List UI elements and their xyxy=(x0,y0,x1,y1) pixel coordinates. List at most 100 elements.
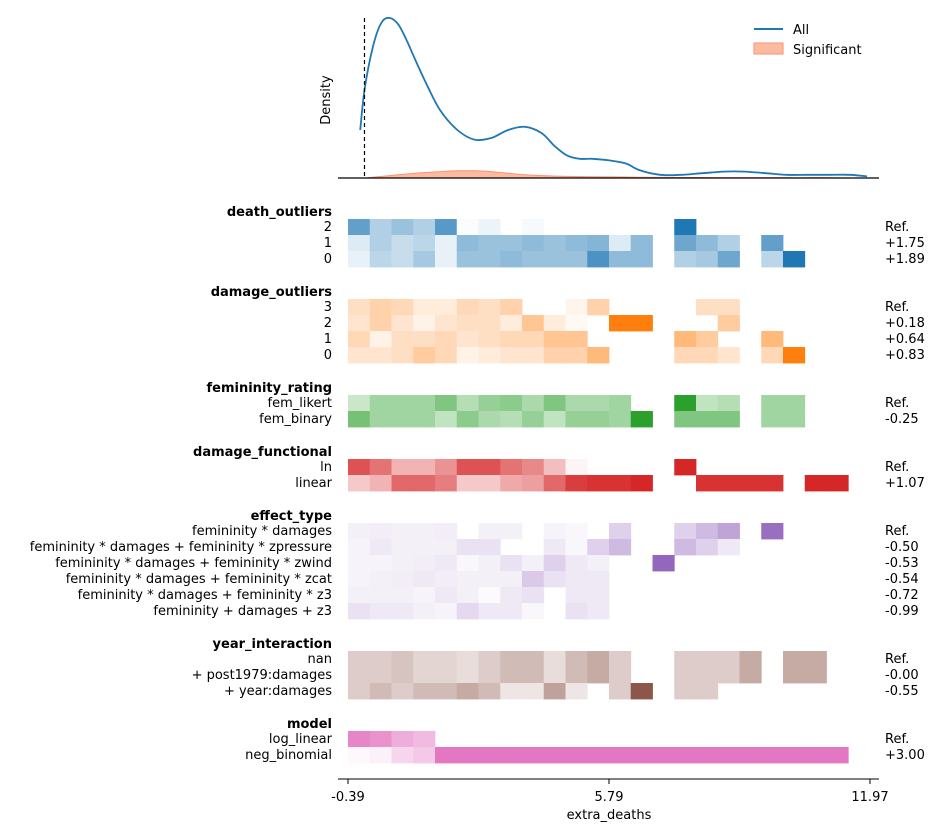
heatmap-cell xyxy=(348,667,371,684)
heatmap-cell xyxy=(478,347,501,364)
heatmap-cell xyxy=(478,251,501,268)
heatmap-cell xyxy=(522,395,545,412)
heatmap-cell xyxy=(348,395,371,412)
heatmap-cell xyxy=(413,523,436,540)
heatmap-cell xyxy=(826,747,849,764)
heatmap-cell xyxy=(674,235,697,252)
heatmap-cell xyxy=(696,683,719,700)
row-value: Ref. xyxy=(885,460,909,475)
heatmap-cell xyxy=(500,667,523,684)
row-label: fem_binary xyxy=(259,412,332,427)
density-y-axis-label: Density xyxy=(319,75,334,125)
row-value: -0.99 xyxy=(885,604,919,619)
row-value: -0.00 xyxy=(885,668,919,683)
heatmap-cell xyxy=(587,651,610,668)
heatmap-cell xyxy=(478,331,501,348)
heatmap-cell xyxy=(348,651,371,668)
heatmap-cell xyxy=(435,331,458,348)
heatmap-cell xyxy=(369,395,392,412)
legend-significant-label: Significant xyxy=(793,43,862,58)
heatmap-cell xyxy=(348,251,371,268)
heatmap-cell xyxy=(391,555,414,572)
x-axis: -0.39 5.79 11.97 extra_deaths xyxy=(331,778,889,823)
heatmap-cell xyxy=(456,235,479,252)
heatmap-cell xyxy=(565,315,588,332)
heatmap-cell xyxy=(522,475,545,492)
heatmap-cell xyxy=(348,235,371,252)
heatmap-cell xyxy=(674,523,697,540)
heatmap-cell xyxy=(391,571,414,588)
heatmap-cell xyxy=(804,667,827,684)
heatmap-cell xyxy=(391,587,414,604)
heatmap-cell xyxy=(587,347,610,364)
heatmap-cell xyxy=(696,235,719,252)
heatmap-cell xyxy=(369,555,392,572)
heatmap-cell xyxy=(413,315,436,332)
heatmap-cell xyxy=(413,747,436,764)
heatmap-cell xyxy=(804,651,827,668)
heatmap-cell xyxy=(478,315,501,332)
heatmap-cell xyxy=(674,667,697,684)
heatmap-cell xyxy=(652,555,675,572)
heatmap-cell xyxy=(674,331,697,348)
heatmap-cell xyxy=(456,331,479,348)
heatmap-cell xyxy=(761,411,784,428)
heatmap-cell xyxy=(522,331,545,348)
heatmap-cell xyxy=(717,475,740,492)
heatmap-cell xyxy=(369,315,392,332)
heatmap-cell xyxy=(500,651,523,668)
heatmap-cell xyxy=(456,251,479,268)
heatmap-cell xyxy=(500,555,523,572)
heatmap-cell xyxy=(522,747,545,764)
heatmap-cell xyxy=(543,683,566,700)
heatmap-cell xyxy=(348,219,371,236)
row-value: -0.54 xyxy=(885,572,919,587)
heatmap-cell xyxy=(587,539,610,556)
row-value: Ref. xyxy=(885,524,909,539)
heatmap-cell xyxy=(348,603,371,620)
heatmap-cell xyxy=(391,539,414,556)
heatmap-cell xyxy=(391,459,414,476)
heatmap-cell xyxy=(391,331,414,348)
heatmap-cell xyxy=(717,539,740,556)
heatmap-cell xyxy=(696,411,719,428)
heatmap-cell xyxy=(500,523,523,540)
heatmap-cell xyxy=(522,315,545,332)
heatmap-cell xyxy=(587,587,610,604)
heatmap-cell xyxy=(522,459,545,476)
heatmap-cell xyxy=(369,603,392,620)
heatmap-cell xyxy=(587,251,610,268)
row-value: +3.00 xyxy=(885,748,925,763)
heatmap-cell xyxy=(609,747,632,764)
heatmap-cell xyxy=(609,411,632,428)
heatmap-cell xyxy=(435,395,458,412)
heatmap-cell xyxy=(456,459,479,476)
heatmap-cell xyxy=(565,459,588,476)
heatmap-cell xyxy=(739,475,762,492)
heatmap-cell xyxy=(717,315,740,332)
heatmap-cell xyxy=(543,539,566,556)
heatmap-cell xyxy=(456,571,479,588)
row-label: + year:damages xyxy=(224,684,332,699)
heatmap-cell xyxy=(413,475,436,492)
heatmap-cell xyxy=(587,235,610,252)
heatmap-cell xyxy=(413,603,436,620)
legend: All Significant xyxy=(753,23,862,58)
heatmap-cell xyxy=(478,299,501,316)
heatmap-cell xyxy=(522,603,545,620)
heatmap-cell xyxy=(348,411,371,428)
heatmap-cell xyxy=(565,651,588,668)
row-label: femininity * damages + femininity * zpre… xyxy=(30,540,332,555)
heatmap-cell xyxy=(783,251,806,268)
heatmap-cell xyxy=(413,299,436,316)
heatmap-cell xyxy=(522,571,545,588)
heatmap-cell xyxy=(478,395,501,412)
heatmap-cell xyxy=(478,459,501,476)
heatmap-cell xyxy=(522,667,545,684)
heatmap-cell xyxy=(543,331,566,348)
row-label: log_linear xyxy=(269,732,333,747)
heatmap-cell xyxy=(565,747,588,764)
heatmap-cell xyxy=(761,747,784,764)
heatmap-cell xyxy=(783,747,806,764)
heatmap-cell xyxy=(609,667,632,684)
